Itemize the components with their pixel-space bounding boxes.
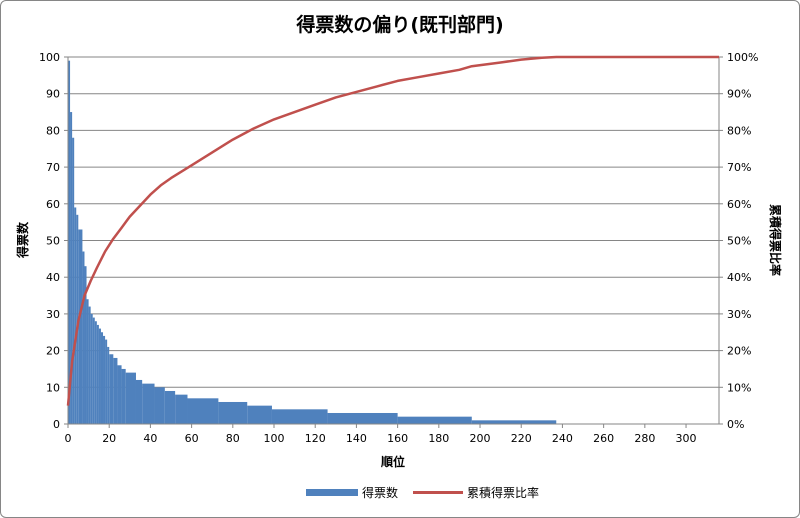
y-tick-label: 90 [46, 88, 60, 101]
x-tick-label: 60 [185, 432, 199, 445]
cumulative-line [66, 55, 719, 406]
x-tick-label: 80 [226, 432, 240, 445]
bar [471, 420, 557, 424]
bar [175, 394, 188, 424]
y-axis-title: 得票数 [15, 221, 30, 259]
bar [86, 299, 89, 424]
bar [142, 383, 155, 424]
line-series [66, 55, 719, 406]
y2-tick-label: 50% [727, 235, 751, 248]
bar [121, 368, 126, 424]
x-tick-label: 140 [346, 432, 367, 445]
bar [154, 387, 165, 424]
y2-tick-label: 20% [727, 345, 751, 358]
bar [74, 207, 77, 424]
y2-tick-label: 40% [727, 271, 751, 284]
y2-tick-label: 100% [727, 51, 758, 64]
legend-label-line: 累積得票比率 [467, 485, 539, 500]
bar [70, 112, 73, 425]
bar [88, 306, 91, 424]
x-axis-title: 順位 [380, 454, 405, 469]
x-tick-label: 200 [470, 432, 491, 445]
x-tick-label: 100 [264, 432, 285, 445]
bar [397, 416, 472, 424]
y2-axis-title: 累積得票比率 [768, 204, 783, 276]
y2-tick-label: 0% [727, 418, 744, 431]
bar [117, 365, 122, 424]
x-tick-label: 40 [143, 432, 157, 445]
y-tick-label: 100 [39, 51, 60, 64]
legend-swatch-bar [306, 489, 358, 496]
x-tick-label: 20 [102, 432, 116, 445]
bar [164, 390, 176, 424]
y-tick-label: 70 [46, 161, 60, 174]
y-tick-label: 10 [46, 381, 60, 394]
legend: 得票数 累積得票比率 [306, 485, 539, 500]
bar [271, 409, 328, 424]
tick-labels: 0 10 20 30 40 50 60 70 80 90 100 0% 10% 20% 30% 40% 50% 6… [39, 51, 758, 445]
y2-tick-label: 10% [727, 381, 751, 394]
bar [218, 401, 248, 424]
bar [82, 251, 85, 424]
legend-label-bar: 得票数 [362, 485, 398, 500]
x-tick-label: 160 [387, 432, 408, 445]
x-tick-label: 260 [593, 432, 614, 445]
bar [107, 346, 110, 424]
x-tick-label: 280 [634, 432, 655, 445]
bar [94, 321, 97, 424]
bar [187, 398, 219, 424]
x-tick-label: 120 [305, 432, 326, 445]
bar [327, 412, 398, 424]
x-tick-label: 0 [65, 432, 72, 445]
bar [76, 214, 79, 424]
bar [100, 332, 104, 424]
y-tick-label: 0 [53, 418, 60, 431]
bar [96, 324, 99, 424]
y-tick-label: 20 [46, 345, 60, 358]
y-tick-label: 30 [46, 308, 60, 321]
y2-tick-label: 70% [727, 161, 751, 174]
axes [64, 56, 723, 428]
y2-tick-label: 80% [727, 124, 751, 137]
bar [78, 229, 83, 424]
bar [109, 354, 114, 424]
y-tick-label: 60 [46, 198, 60, 211]
y2-tick-label: 60% [727, 198, 751, 211]
bar-series [68, 60, 557, 425]
x-tick-label: 240 [552, 432, 573, 445]
bar [84, 266, 87, 424]
bar [135, 379, 143, 424]
bar [92, 317, 95, 424]
bar [125, 372, 136, 424]
gridlines [68, 56, 719, 388]
bar [105, 339, 108, 424]
x-tick-label: 180 [428, 432, 449, 445]
bar [103, 335, 106, 424]
bar [72, 137, 75, 425]
x-tick-label: 220 [511, 432, 532, 445]
y2-tick-label: 90% [727, 88, 751, 101]
bar [98, 328, 101, 424]
y-tick-label: 80 [46, 124, 60, 137]
bar [113, 357, 118, 424]
bar [68, 60, 71, 425]
bar [90, 313, 93, 424]
y-tick-label: 40 [46, 271, 60, 284]
x-tick-label: 300 [676, 432, 697, 445]
y2-tick-label: 30% [727, 308, 751, 321]
bar [247, 405, 272, 424]
chart-title: 得票数の偏り(既刊部門) [295, 13, 503, 36]
y-tick-label: 50 [46, 235, 60, 248]
